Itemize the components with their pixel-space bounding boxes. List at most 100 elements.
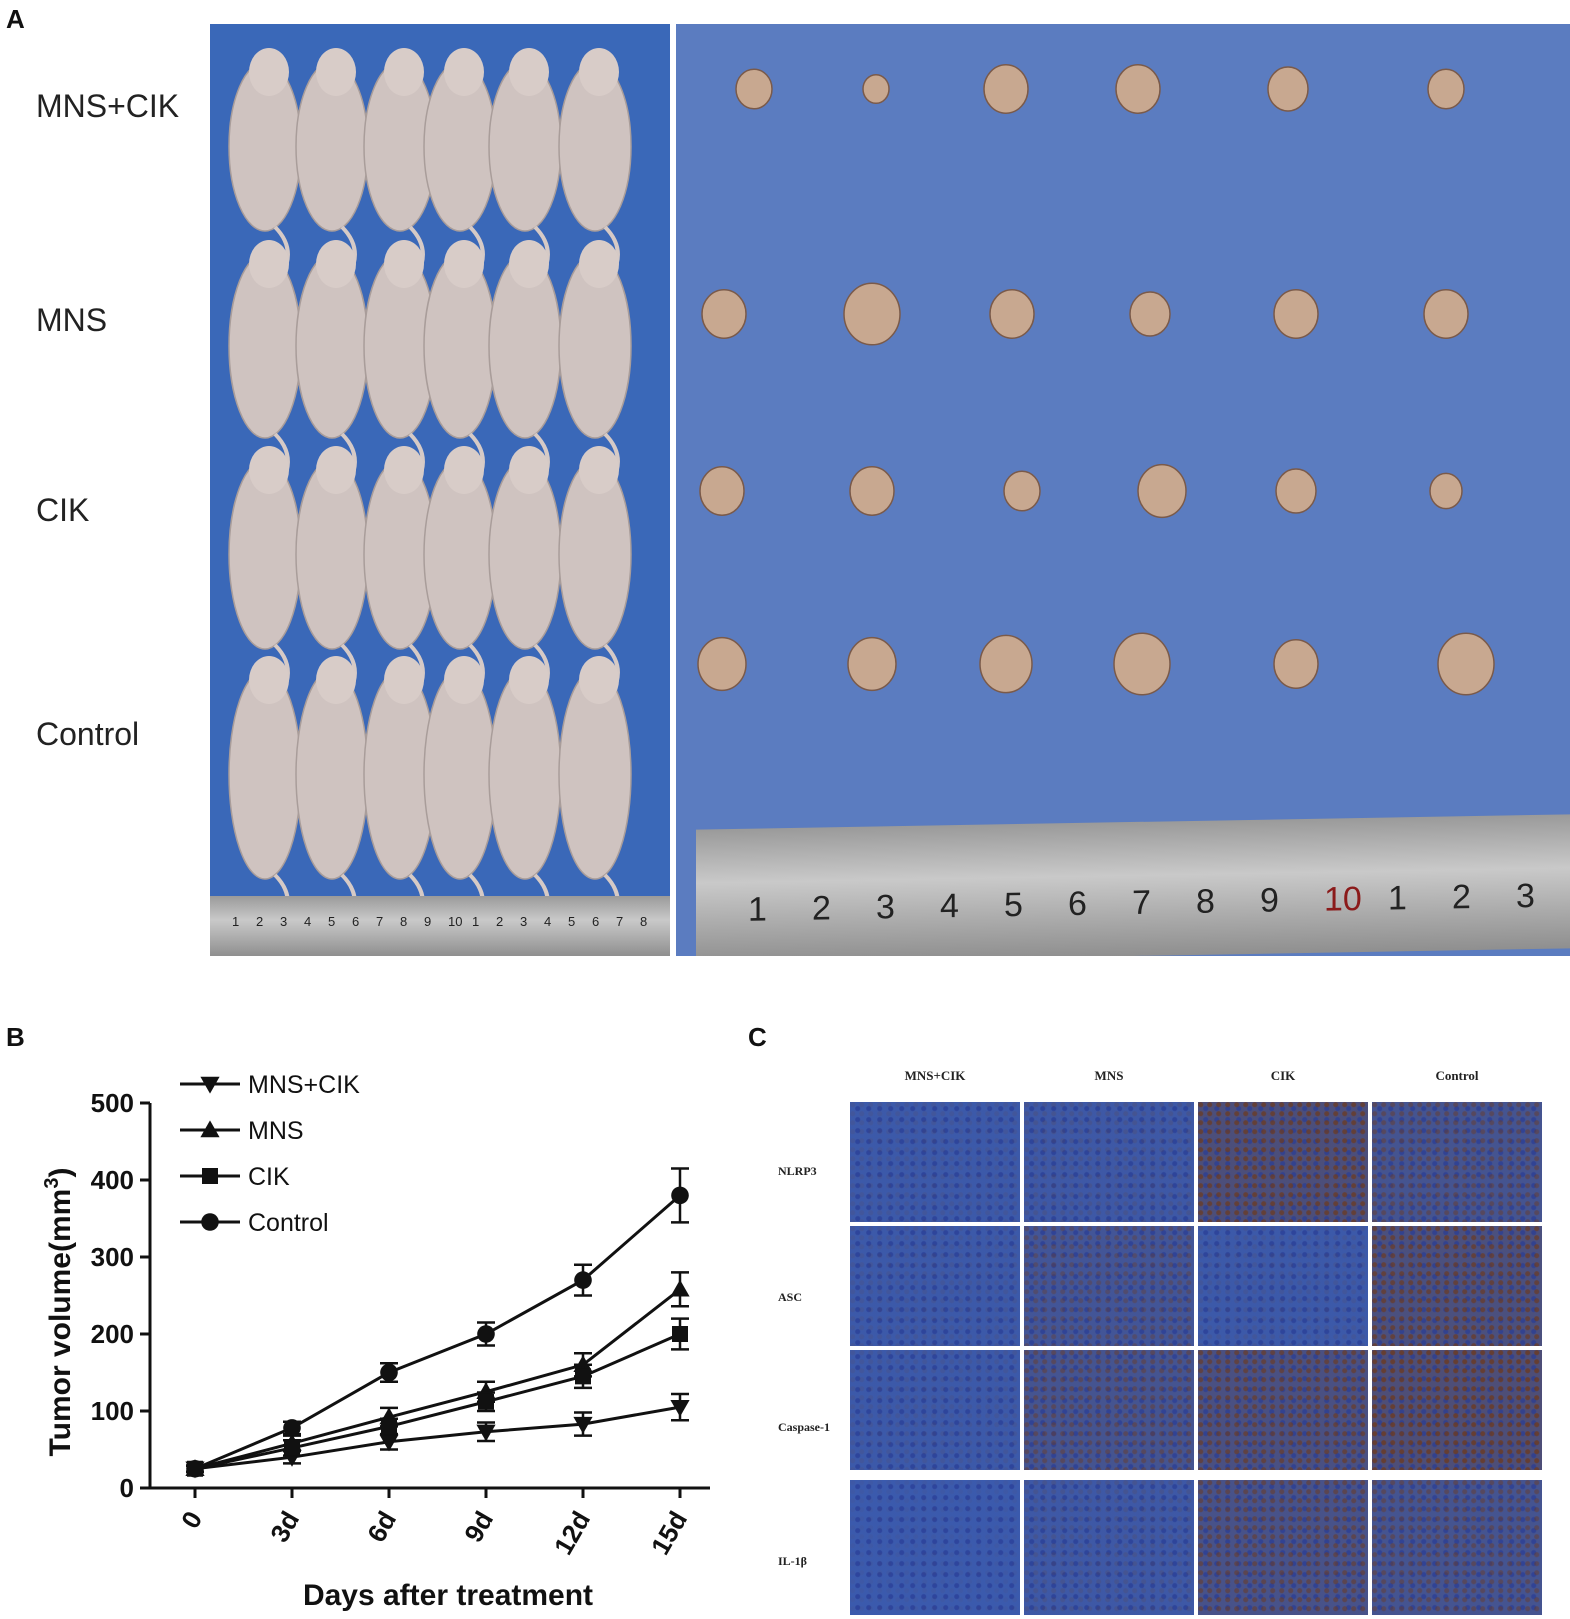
legend-label: CIK <box>248 1163 290 1191</box>
ihc-image <box>850 1102 1020 1222</box>
tumor-specimen <box>697 636 747 692</box>
tumor-specimen <box>989 289 1035 339</box>
series-line <box>194 1332 681 1471</box>
data-point <box>670 1279 690 1297</box>
ruler-mark: 6 <box>1068 884 1087 924</box>
ruler-mark: 6 <box>352 914 360 929</box>
tumor-specimen <box>862 73 890 105</box>
mouse-figure <box>488 240 562 506</box>
data-point <box>671 1186 689 1205</box>
ihc-image <box>850 1226 1020 1346</box>
data-point <box>575 1368 591 1385</box>
ruler-mark: 1 <box>1388 879 1407 918</box>
data-point <box>476 1424 496 1442</box>
y-tick-label: 100 <box>91 1396 134 1426</box>
data-point <box>284 1439 300 1456</box>
mouse-figure <box>363 446 437 717</box>
ruler-mark: 3 <box>1516 876 1535 916</box>
mice-ruler: 1 2 3 4 5 6 7 8 9 10 1 2 3 4 5 6 7 8 <box>210 896 670 956</box>
ruler-mark: 4 <box>940 887 959 926</box>
ruler-mark: 4 <box>544 914 552 929</box>
data-point <box>670 1399 690 1417</box>
mouse-figure <box>228 656 302 947</box>
ihc-column-label: CIK <box>1270 1068 1296 1083</box>
ruler-mark: 9 <box>1260 881 1279 920</box>
tumor-specimen <box>849 466 895 516</box>
tumor-specimen <box>1129 291 1171 337</box>
ihc-image <box>1372 1350 1542 1470</box>
ihc-image <box>850 1350 1020 1470</box>
ihc-image <box>850 1480 1020 1615</box>
ihc-image-grid <box>850 1102 1545 1615</box>
mouse-figure <box>558 240 632 506</box>
ruler-mark: 1 <box>748 890 767 929</box>
ruler-mark: 1 <box>472 914 480 929</box>
y-tick-label: 500 <box>91 1088 134 1118</box>
ruler-mark: 4 <box>304 914 312 929</box>
ihc-row-label: Caspase-1 <box>778 1420 831 1434</box>
ihc-image <box>1198 1102 1368 1222</box>
data-point <box>477 1325 495 1343</box>
ihc-image <box>1198 1226 1368 1346</box>
ihc-image <box>1198 1350 1368 1470</box>
ruler-mark: 10 <box>448 914 463 929</box>
tumor-specimen <box>1267 66 1309 112</box>
mouse-figure <box>488 48 562 299</box>
ruler-mark: 5 <box>1004 885 1023 925</box>
series-line <box>194 1405 681 1471</box>
data-point <box>478 1393 494 1410</box>
ruler-mark: 5 <box>328 914 336 929</box>
group-label-control: Control <box>36 716 140 752</box>
data-point <box>574 1271 592 1289</box>
ruler-mark: 2 <box>496 914 504 929</box>
y-tick-label: 200 <box>91 1319 134 1349</box>
ihc-image <box>1024 1480 1194 1615</box>
data-point <box>186 1459 204 1478</box>
legend-label: MNS+CIK <box>248 1071 360 1099</box>
legend-marker <box>200 1076 220 1094</box>
mouse-figure <box>423 48 497 299</box>
ruler-mark: 2 <box>1452 878 1471 917</box>
legend-marker <box>201 1213 219 1231</box>
tumor-specimen <box>1137 463 1187 519</box>
panel-letter-c: C <box>748 1022 767 1052</box>
tumor-specimen <box>699 466 745 516</box>
legend-marker <box>202 1168 218 1184</box>
ihc-image <box>1024 1226 1194 1346</box>
x-tick-label: 6d <box>361 1506 402 1547</box>
tumor-specimen <box>1427 68 1465 110</box>
legend-label: MNS <box>248 1117 304 1145</box>
mice-illustration <box>228 48 632 947</box>
ruler-mark: 7 <box>376 914 384 929</box>
tumor-specimen <box>735 68 773 110</box>
tumor-specimen <box>1437 632 1495 696</box>
x-tick-label: 15d <box>645 1506 693 1560</box>
tumor-specimen <box>1003 470 1041 512</box>
panel-letter-a: A <box>6 4 25 34</box>
mouse-figure <box>295 446 369 717</box>
x-tick-label: 3d <box>264 1506 305 1547</box>
ihc-image <box>1024 1102 1194 1222</box>
ruler-mark: 9 <box>424 914 432 929</box>
data-point <box>381 1418 397 1435</box>
series-line <box>194 1288 681 1471</box>
tumor-specimen <box>1273 639 1319 689</box>
x-tick-label: 12d <box>548 1506 596 1560</box>
data-point <box>672 1326 688 1342</box>
mice-photo: 1 2 3 4 5 6 7 8 9 10 1 2 3 4 5 6 7 8 <box>210 24 670 956</box>
series-line <box>194 1194 681 1471</box>
y-tick-label: 400 <box>91 1165 134 1195</box>
tumor-specimen <box>843 282 901 346</box>
x-axis-label: Days after treatment <box>303 1579 593 1612</box>
ihc-image <box>1372 1226 1542 1346</box>
mouse-figure <box>558 446 632 717</box>
tumor-specimen <box>1275 468 1317 514</box>
data-point <box>283 1419 301 1437</box>
ruler-mark: 2 <box>812 889 831 928</box>
ihc-image <box>1372 1102 1542 1222</box>
ruler-mark: 1 <box>232 914 240 929</box>
ruler-mark: 3 <box>520 914 528 929</box>
y-tick-label: 0 <box>120 1473 134 1503</box>
tumor-specimen <box>1273 289 1319 339</box>
tumor-specimen <box>1423 289 1469 339</box>
